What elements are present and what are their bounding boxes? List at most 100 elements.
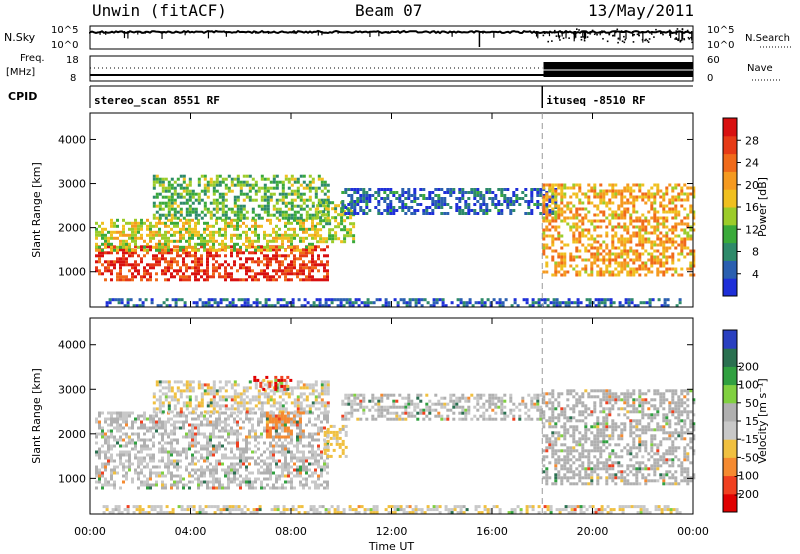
velocity-cell <box>212 429 215 433</box>
power-cell <box>662 222 666 226</box>
power-cell <box>530 200 534 203</box>
velocity-cell <box>248 429 251 433</box>
velocity-cell <box>146 438 149 442</box>
nsearch-dot <box>688 38 691 40</box>
power-cell <box>476 191 480 194</box>
power-cell <box>179 183 183 187</box>
power-cell <box>164 248 167 252</box>
power-cell <box>585 304 589 308</box>
power-cell <box>599 234 603 238</box>
power-cell <box>222 298 226 302</box>
power-cell <box>668 240 672 244</box>
power-cell <box>230 177 234 181</box>
velocity-cell <box>179 480 182 484</box>
velocity-cell <box>305 465 308 469</box>
velocity-cell <box>185 380 189 384</box>
power-cell <box>308 248 311 252</box>
power-cell <box>149 224 152 228</box>
velocity-cell <box>116 441 119 445</box>
power-cell <box>617 225 621 229</box>
power-cell <box>413 209 417 212</box>
velocity-cell <box>320 426 323 430</box>
power-cell <box>572 213 576 217</box>
power-cell <box>674 207 678 211</box>
power-cell <box>686 195 690 199</box>
power-cell <box>428 197 432 200</box>
power-cell <box>290 216 294 220</box>
velocity-cell <box>317 395 321 399</box>
power-cell <box>224 224 227 228</box>
power-cell <box>518 197 522 200</box>
power-cell <box>584 246 588 250</box>
power-cell <box>485 206 489 209</box>
velocity-cell <box>263 486 266 490</box>
power-cell <box>113 266 116 270</box>
power-cell <box>293 272 296 276</box>
power-cell <box>323 204 327 208</box>
velocity-cell <box>143 423 146 427</box>
velocity-cell <box>140 483 143 487</box>
power-cell <box>167 269 170 273</box>
power-cell <box>245 183 249 187</box>
velocity-cell <box>362 411 366 415</box>
power-cell <box>275 251 278 255</box>
power-cell <box>242 180 246 184</box>
power-cell <box>221 218 224 222</box>
power-cell <box>179 236 182 240</box>
power-cell <box>194 192 198 196</box>
power-cell <box>560 255 564 259</box>
power-cell <box>359 200 363 203</box>
power-cell <box>626 240 630 244</box>
velocity-cell <box>116 438 119 442</box>
power-cell <box>563 243 567 247</box>
power-cell <box>236 254 239 258</box>
power-cell <box>197 180 201 184</box>
power-cell <box>653 213 657 217</box>
power-cell <box>485 188 489 191</box>
power-cell <box>290 266 293 270</box>
velocity-cell <box>149 468 152 472</box>
power-cell <box>641 252 645 256</box>
power-cell <box>311 254 314 258</box>
velocity-cell <box>182 404 186 408</box>
power-cell <box>334 231 338 235</box>
velocity-cell <box>188 474 191 478</box>
power-cell <box>611 225 615 229</box>
velocity-cell <box>131 432 134 436</box>
power-cell <box>611 237 615 241</box>
power-cell <box>357 298 361 302</box>
power-cell <box>254 278 257 282</box>
velocity-cell <box>296 426 299 430</box>
velocity-cell <box>161 426 164 430</box>
velocity-cell <box>101 444 104 448</box>
velocity-cell <box>251 429 254 433</box>
power-cell <box>278 233 281 237</box>
power-cell <box>354 301 358 305</box>
power-cell <box>611 243 615 247</box>
power-cell <box>572 192 576 196</box>
power-cell <box>269 186 273 190</box>
velocity-cell <box>137 456 140 460</box>
velocity-cell <box>242 480 245 484</box>
velocity-cell <box>253 378 257 382</box>
velocity-cell <box>185 389 189 393</box>
velocity-cell <box>353 408 357 412</box>
power-cell <box>287 201 291 205</box>
velocity-cell <box>271 426 275 430</box>
power-cell <box>188 227 191 231</box>
power-cell <box>305 230 308 234</box>
nsearch-dot <box>583 31 585 34</box>
power-cell <box>671 258 675 262</box>
velocity-cell <box>188 435 191 439</box>
power-cell <box>470 191 474 194</box>
velocity-cell <box>95 465 98 469</box>
velocity-cell <box>272 414 275 418</box>
power-cell <box>260 204 264 208</box>
power-cell <box>255 304 259 308</box>
velocity-cell <box>98 480 101 484</box>
power-cell <box>302 260 305 264</box>
velocity-cell <box>284 401 288 405</box>
power-cell <box>284 248 287 252</box>
power-cell <box>213 301 217 305</box>
power-cell <box>623 225 627 229</box>
